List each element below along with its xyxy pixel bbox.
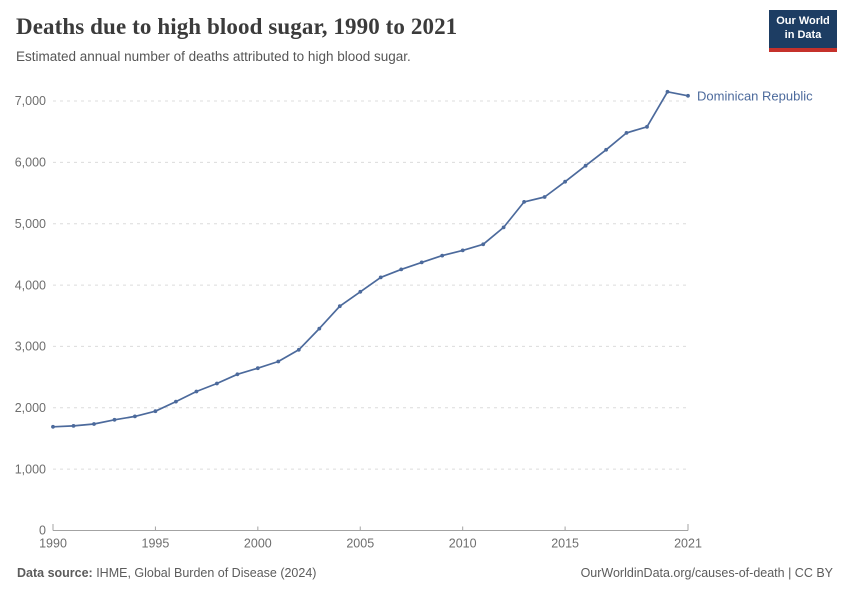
svg-text:2021: 2021 (674, 537, 702, 551)
svg-text:1995: 1995 (142, 537, 170, 551)
chart-footer: Data source: IHME, Global Burden of Dise… (17, 566, 833, 580)
svg-text:1,000: 1,000 (15, 462, 46, 476)
svg-text:2005: 2005 (346, 537, 374, 551)
owid-logo: Our World in Data (769, 10, 837, 52)
x-axis-labels: 1990 1995 2000 2005 2010 2015 2021 (39, 537, 702, 551)
trend-line (52, 90, 689, 428)
svg-text:2015: 2015 (551, 537, 579, 551)
data-source-value: IHME, Global Burden of Disease (2024) (92, 566, 317, 580)
y-axis-labels: 0 1,000 2,000 3,000 4,000 5,000 6,000 7,000 (15, 94, 46, 538)
svg-text:7,000: 7,000 (15, 94, 46, 108)
svg-text:1990: 1990 (39, 537, 67, 551)
x-axis (52, 524, 689, 531)
data-source-note: Data source: IHME, Global Burden of Dise… (17, 566, 316, 580)
owid-logo-line1: Our World (776, 15, 830, 27)
svg-text:5,000: 5,000 (15, 217, 46, 231)
trend-line-group: Dominican Republic (51, 88, 813, 429)
svg-text:3,000: 3,000 (15, 340, 46, 354)
page-subtitle: Estimated annual number of deaths attrib… (16, 49, 411, 64)
svg-text:2,000: 2,000 (15, 401, 46, 415)
page-title: Deaths due to high blood sugar, 1990 to … (16, 14, 458, 39)
owid-credit-link[interactable]: OurWorldinData.org/causes-of-death | CC … (580, 566, 833, 580)
svg-text:0: 0 (39, 524, 46, 538)
owid-logo-line2: in Data (784, 28, 822, 41)
svg-text:2000: 2000 (244, 537, 272, 551)
data-source-label: Data source: (17, 566, 93, 580)
series-end-label: Dominican Republic (697, 88, 813, 103)
svg-text:4,000: 4,000 (15, 278, 46, 292)
svg-text:2010: 2010 (449, 537, 477, 551)
svg-text:6,000: 6,000 (15, 156, 46, 170)
